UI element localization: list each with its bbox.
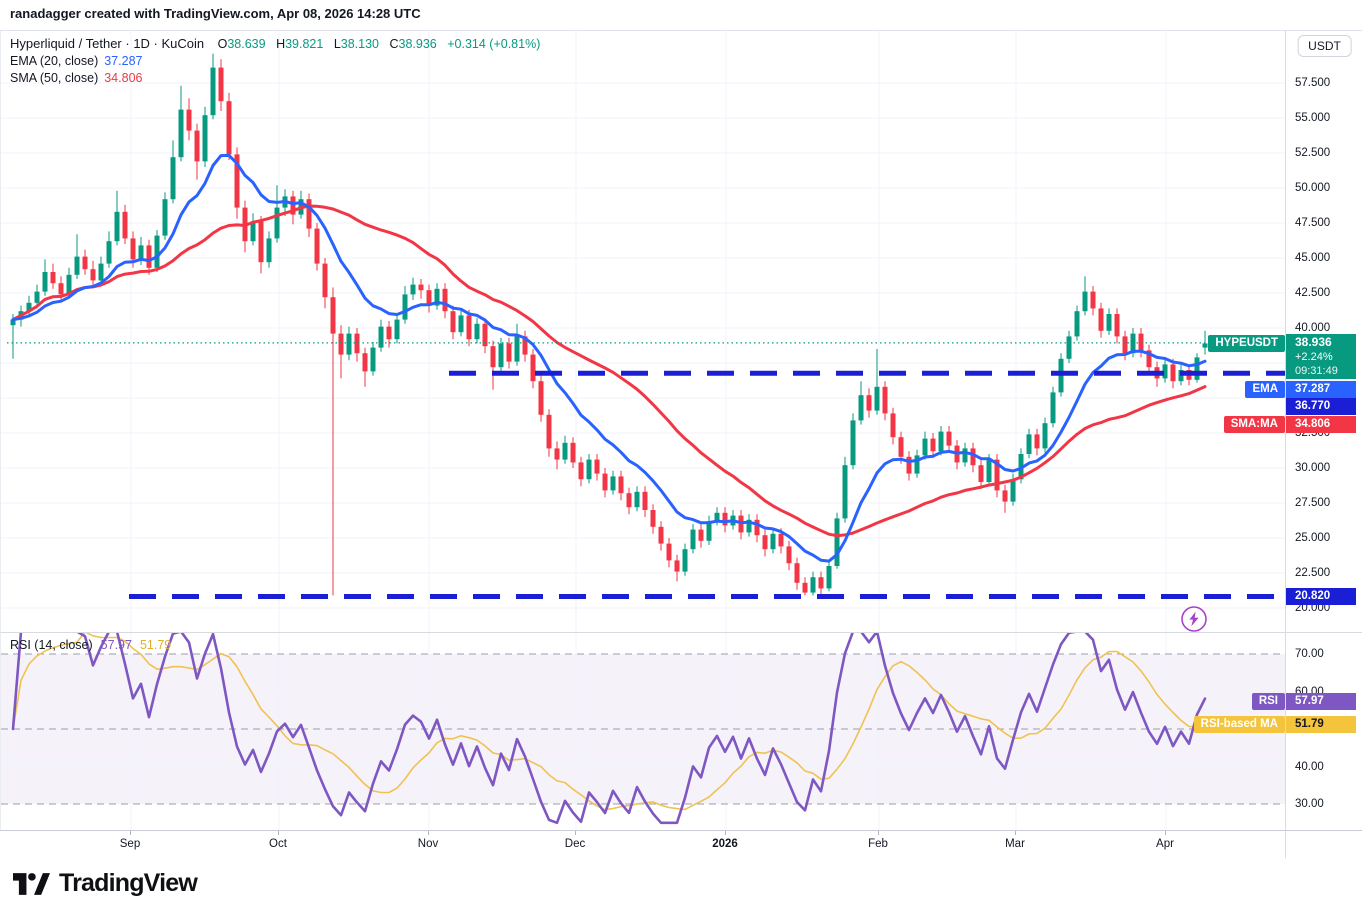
sma-value: 34.806 — [104, 71, 143, 85]
rsi-label: RSI (14, close) — [10, 638, 93, 652]
month-tick — [278, 831, 279, 835]
time-axis[interactable]: Sep Oct Nov Dec 2026 Feb Mar Apr — [0, 830, 1285, 860]
month-tick — [1015, 831, 1016, 835]
sma-label: SMA (50, close) — [10, 71, 99, 85]
symbol-name-badge: HYPEUSDT — [1208, 335, 1285, 352]
ema-legend-row: EMA (20, close) 37.287 — [10, 53, 540, 70]
rsi-ma-value-badge: 51.79 — [1286, 716, 1356, 733]
level-36770-badge: 36.770 — [1286, 398, 1356, 415]
axis-corner — [1285, 830, 1362, 860]
price-tick-label: 55.000 — [1295, 112, 1331, 124]
lightning-icon — [1181, 606, 1207, 632]
rsi-pane[interactable]: RSI (14, close) 57.97 51.79 RSI RSI-based … — [0, 632, 1286, 831]
price-tick-label: 22.500 — [1295, 567, 1331, 579]
close-value: C38.936 — [389, 37, 437, 51]
price-tick-label: 52.500 — [1295, 147, 1331, 159]
price-tick-label: 50.000 — [1295, 182, 1331, 194]
rsi-value: 57.97 — [100, 638, 132, 652]
price-tick-label: 30.000 — [1295, 462, 1331, 474]
price-tick-label: 57.500 — [1295, 77, 1331, 89]
price-tick-label: 20.000 — [1295, 602, 1331, 614]
main-legend: Hyperliquid / Tether · 1D · KuCoin O38.6… — [10, 35, 540, 87]
ema-name-badge: EMA — [1245, 381, 1285, 398]
price-tick-label: 42.500 — [1295, 287, 1331, 299]
tradingview-logo-icon — [13, 872, 50, 895]
tradingview-logo: TradingView — [13, 869, 198, 898]
ema-value: 37.287 — [104, 54, 143, 68]
sma-price-badge: 34.806 — [1286, 416, 1356, 433]
month-label-apr: Apr — [1156, 838, 1174, 850]
main-chart-pane[interactable]: Hyperliquid / Tether · 1D · KuCoin O38.6… — [0, 30, 1286, 633]
price-tick-label: 47.500 — [1295, 217, 1331, 229]
sma-legend-row: SMA (50, close) 34.806 — [10, 70, 540, 87]
currency-unit-button[interactable]: USDT — [1297, 35, 1352, 57]
rsi-value-badge: 57.97 — [1286, 693, 1356, 710]
price-tick-label: 45.000 — [1295, 252, 1331, 264]
rsi-tick-label: 30.00 — [1295, 798, 1324, 810]
month-tick — [428, 831, 429, 835]
price-tick-label: 25.000 — [1295, 532, 1331, 544]
footer: TradingView — [0, 858, 1362, 919]
month-tick — [725, 831, 726, 835]
month-label-sep: Sep — [119, 838, 141, 850]
current-price-badge: 38.936 +2.24% 09:31:49 — [1286, 334, 1356, 379]
open-value: O38.639 — [217, 37, 266, 51]
rsi-ma-name-badge: RSI-based MA — [1193, 716, 1285, 733]
low-value: L38.130 — [333, 37, 379, 51]
ema-label: EMA (20, close) — [10, 54, 99, 68]
month-tick — [1165, 831, 1166, 835]
rsi-legend: RSI (14, close) 57.97 51.79 — [10, 637, 171, 654]
month-label-dec: Dec — [564, 838, 586, 850]
price-tick-label: 40.000 — [1295, 322, 1331, 334]
price-axis[interactable]: USDT 57.500 55.000 52.500 50.000 47.500 45.00… — [1285, 30, 1362, 633]
month-label-feb: Feb — [868, 838, 888, 850]
rsi-name-badge: RSI — [1251, 693, 1285, 710]
change-value: +0.314 (+0.81%) — [447, 37, 541, 51]
month-label-oct: Oct — [269, 838, 287, 850]
level-20820-badge: 20.820 — [1286, 588, 1356, 605]
ema-price-badge: 37.287 — [1286, 381, 1356, 398]
sma-name-badge: SMA:MA — [1223, 416, 1285, 433]
rsi-tick-label: 70.00 — [1295, 648, 1324, 660]
logo-text: TradingView — [59, 869, 198, 897]
rsi-ma-value: 51.79 — [139, 638, 172, 652]
month-tick — [130, 831, 131, 835]
rsi-tick-label: 40.00 — [1295, 760, 1324, 773]
symbol-info-row: Hyperliquid / Tether · 1D · KuCoin O38.6… — [10, 35, 540, 53]
rsi-chart-canvas[interactable] — [1, 633, 1286, 831]
month-label-mar: Mar — [1005, 838, 1025, 850]
month-tick — [878, 831, 879, 835]
price-tick-label: 27.500 — [1295, 497, 1331, 509]
symbol-title: Hyperliquid / Tether · 1D · KuCoin — [10, 36, 205, 51]
attribution-text: ranadagger created with TradingView.com,… — [10, 6, 421, 21]
month-label-nov: Nov — [417, 838, 439, 850]
candlestick-chart-canvas[interactable] — [1, 31, 1286, 633]
month-tick — [575, 831, 576, 835]
high-value: H39.821 — [276, 37, 324, 51]
lightning-button[interactable] — [1180, 605, 1208, 633]
month-label-2026: 2026 — [712, 838, 738, 850]
